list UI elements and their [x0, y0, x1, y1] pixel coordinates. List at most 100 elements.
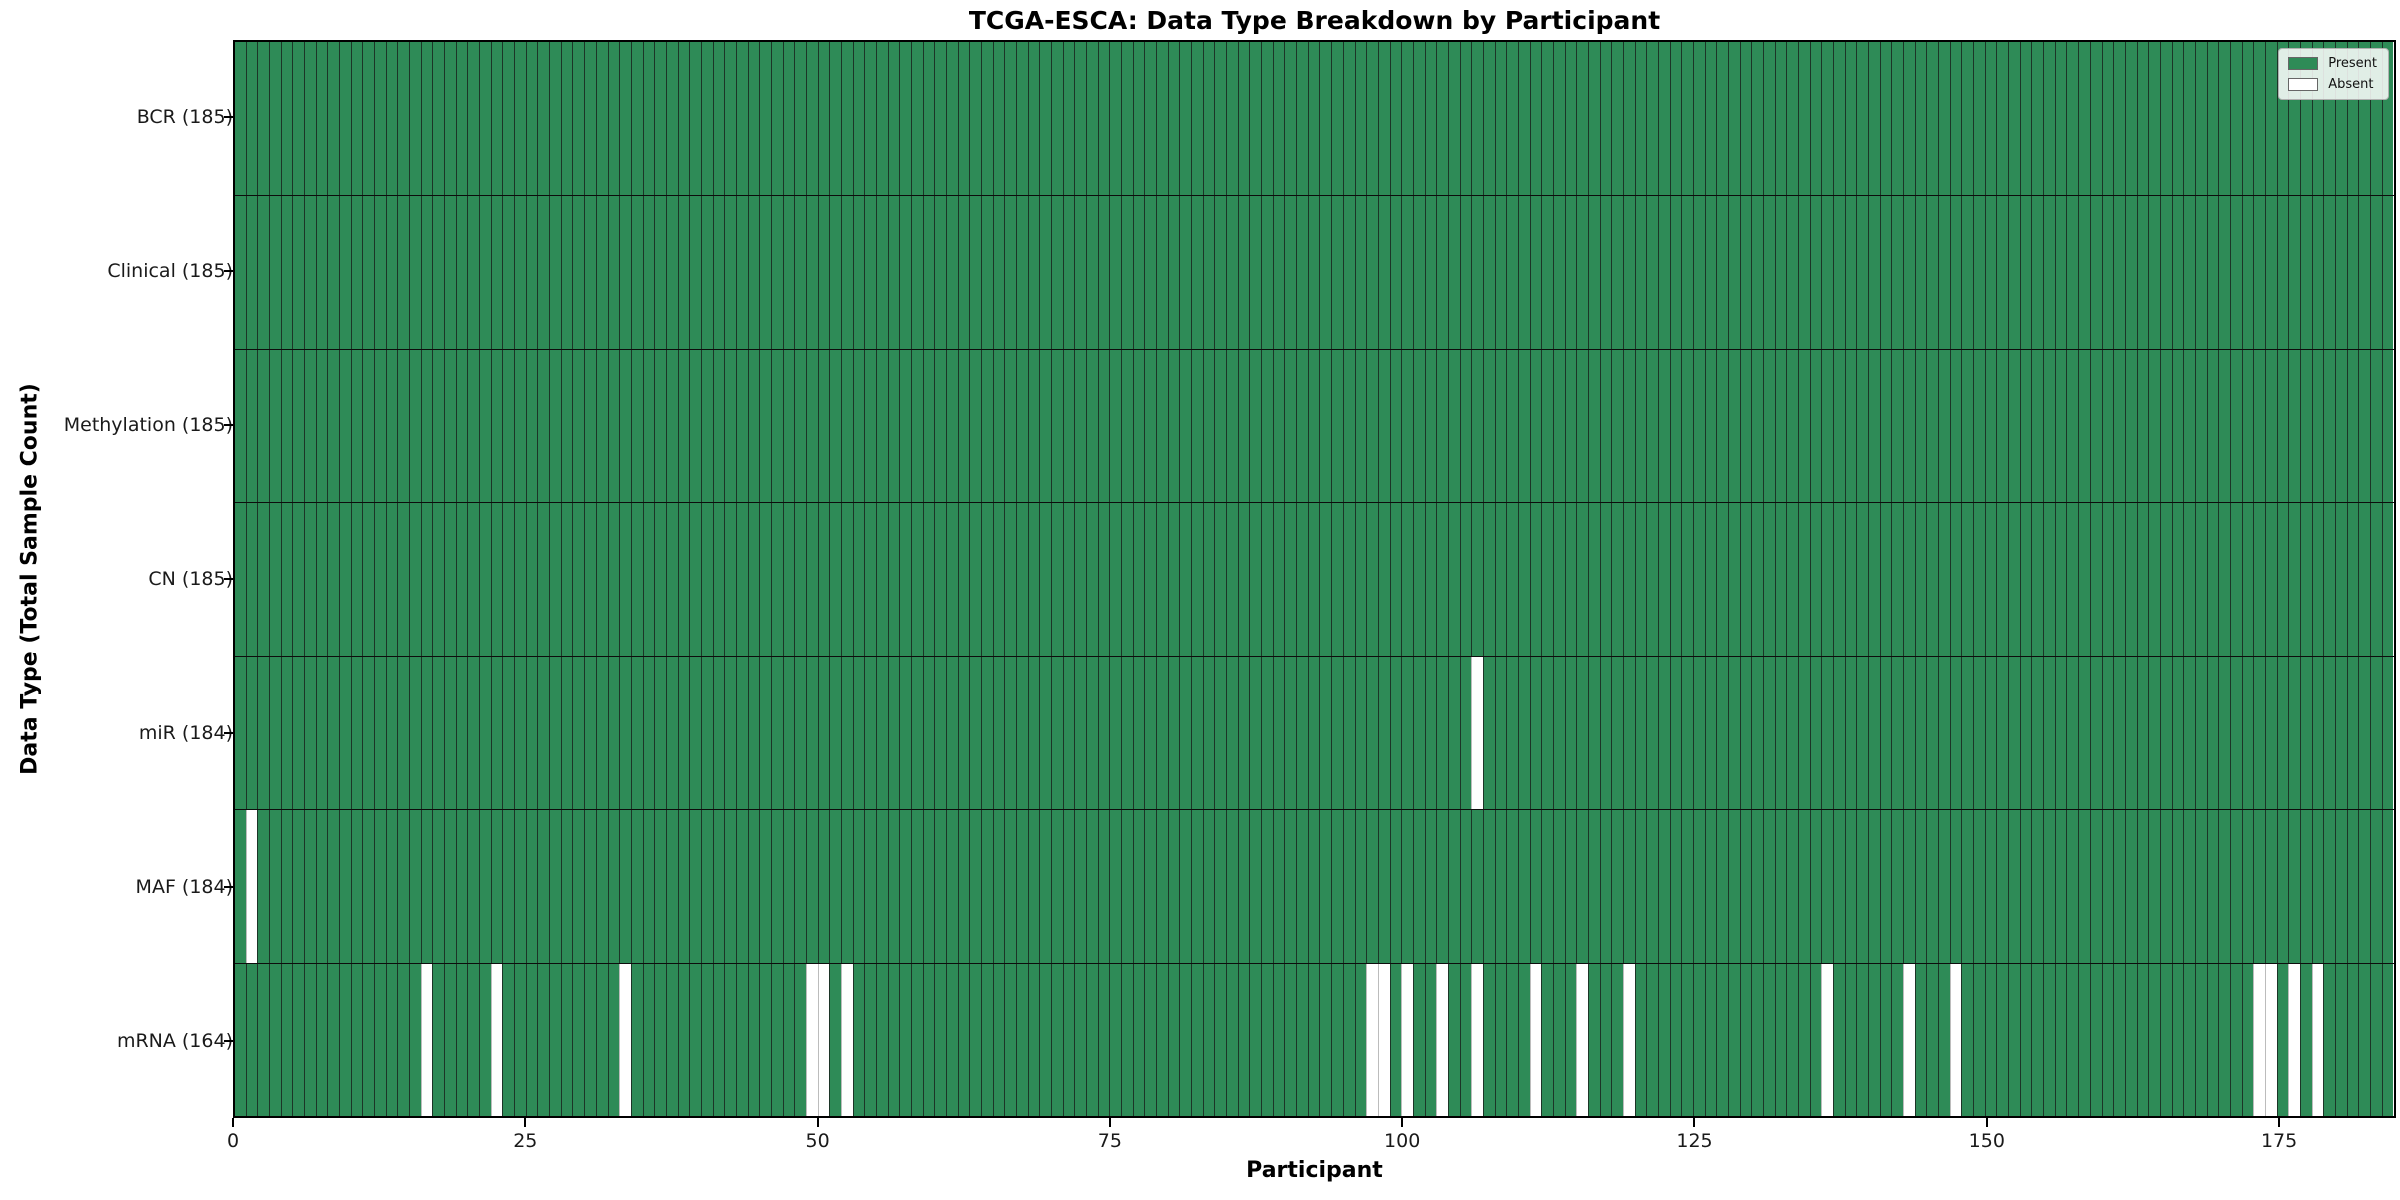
cell-present [1237, 503, 1250, 656]
cell-present [1622, 810, 1635, 963]
cell-present [1307, 503, 1320, 656]
cell-present [864, 656, 876, 810]
cell-present [235, 196, 246, 349]
cell-present [875, 196, 888, 349]
cell-present [479, 963, 491, 1116]
cell-present [2194, 963, 2207, 1116]
cell-present [1202, 656, 1215, 810]
cell-present [2323, 42, 2335, 196]
cell-present [1039, 503, 1052, 656]
cell-present [1307, 349, 1320, 503]
cell-absent [2311, 963, 2324, 1116]
cell-present [1389, 349, 1402, 503]
cell-present [280, 349, 293, 503]
cell-present [350, 42, 363, 196]
cell-present [235, 503, 246, 656]
cell-present [2124, 503, 2137, 656]
ytick-mark [224, 1040, 233, 1042]
cell-present [1307, 810, 1320, 963]
cell-absent [490, 963, 503, 1116]
cell-present [992, 810, 1005, 963]
cell-present [1879, 656, 1892, 810]
cell-present [852, 810, 865, 963]
cell-present [1342, 42, 1355, 196]
cell-present [2031, 42, 2044, 196]
cell-present [1331, 656, 1343, 810]
cell-present [1307, 42, 1320, 196]
cell-present [2299, 42, 2312, 196]
cell-present [2054, 503, 2067, 656]
cell-present [1296, 196, 1308, 349]
cell-present [2206, 503, 2219, 656]
cell-present [525, 503, 538, 656]
cell-present [2066, 196, 2079, 349]
cell-present [1261, 42, 1273, 196]
xtick-mark [1401, 1118, 1404, 1127]
cell-present [1529, 196, 1542, 349]
cell-present [257, 349, 270, 503]
cell-present [304, 963, 316, 1116]
cell-present [1447, 42, 1460, 196]
cell-present [1587, 349, 1600, 503]
cell-present [1809, 810, 1822, 963]
legend-label: Absent [2328, 77, 2374, 92]
cell-present [1226, 810, 1238, 963]
cell-present [1261, 349, 1273, 503]
cell-present [829, 349, 841, 503]
cell-present [817, 656, 830, 810]
cell-present [1949, 349, 1962, 503]
cell-present [700, 963, 713, 1116]
cell-present [549, 349, 561, 503]
cell-present [1646, 503, 1658, 656]
cell-present [1657, 349, 1670, 503]
cell-present [525, 656, 538, 810]
cell-present [1121, 196, 1133, 349]
cell-present [2078, 963, 2090, 1116]
cell-present [1786, 963, 1799, 1116]
cell-present [1529, 349, 1542, 503]
cell-present [1179, 656, 1192, 810]
cell-present [1191, 349, 1203, 503]
cell-present [2276, 196, 2289, 349]
cell-present [269, 349, 281, 503]
cell-present [362, 196, 375, 349]
cell-present [1027, 42, 1040, 196]
cell-present [1459, 503, 1472, 656]
cell-present [1424, 196, 1437, 349]
cell-present [1669, 196, 1682, 349]
cell-present [2124, 810, 2137, 963]
cell-absent [1529, 963, 1542, 1116]
cell-present [409, 656, 421, 810]
cell-present [385, 42, 398, 196]
cell-present [1704, 810, 1717, 963]
cell-present [992, 503, 1005, 656]
cell-present [1961, 349, 1974, 503]
cell-present [1973, 42, 1985, 196]
cell-present [1879, 963, 1892, 1116]
cell-present [537, 42, 550, 196]
cell-present [2229, 196, 2242, 349]
cell-present [2159, 42, 2172, 196]
cell-present [2078, 810, 2090, 963]
cell-present [1074, 963, 1087, 1116]
cell-present [549, 656, 561, 810]
cell-present [1657, 196, 1670, 349]
cell-present [1809, 503, 1822, 656]
cell-absent [2288, 963, 2300, 1116]
cell-present [945, 349, 958, 503]
cell-present [1016, 196, 1028, 349]
cell-present [805, 196, 818, 349]
cell-present [2008, 196, 2020, 349]
cell-present [304, 810, 316, 963]
cell-present [1062, 503, 1075, 656]
cell-present [677, 196, 690, 349]
cell-present [1447, 503, 1460, 656]
cell-present [1961, 963, 1974, 1116]
cell-present [2334, 963, 2347, 1116]
cell-present [910, 963, 923, 1116]
cell-present [245, 349, 258, 503]
cell-present [1587, 503, 1600, 656]
cell-absent [1903, 963, 1915, 1116]
cell-present [2264, 349, 2277, 503]
cell-present [887, 196, 900, 349]
